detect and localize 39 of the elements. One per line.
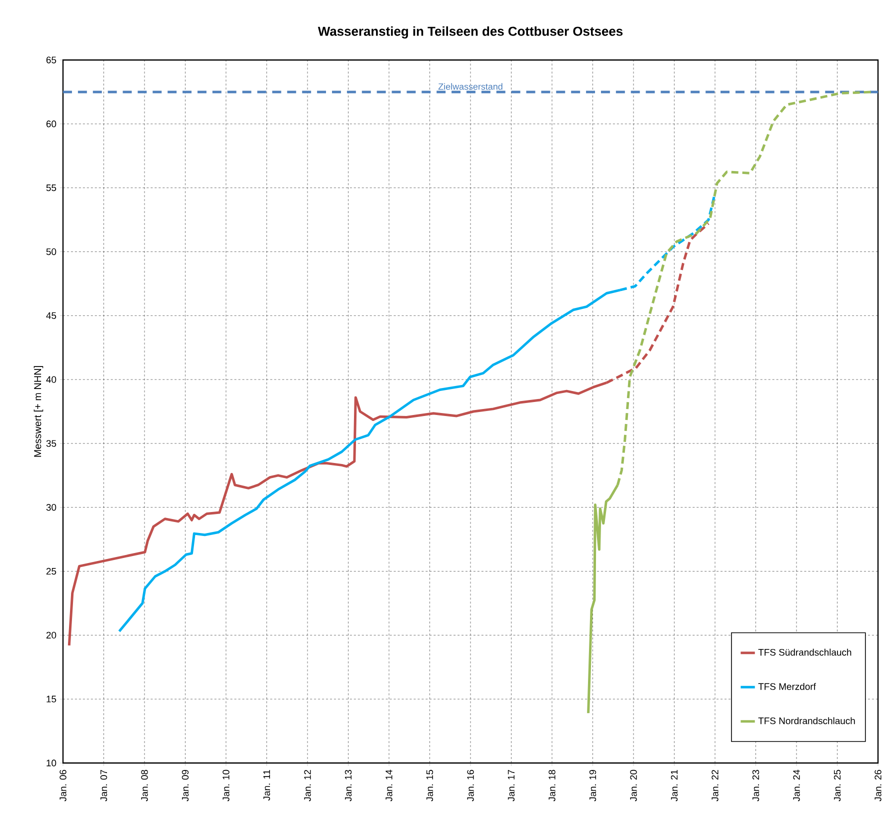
legend-label: TFS Nordrandschlauch [758, 717, 855, 724]
x-tick-label: Jan. 09 [182, 770, 189, 802]
x-tick-label: Jan. 14 [386, 770, 392, 802]
x-tick-label: Jan. 06 [60, 770, 66, 802]
ref-line-label: Zielwasserstand [438, 83, 502, 90]
y-tick-label: 15 [46, 696, 56, 702]
y-tick-label: 40 [46, 376, 56, 383]
x-tick-label: Jan. 12 [304, 770, 311, 802]
y-tick-label: 20 [46, 632, 56, 639]
x-tick-label: Jan. 23 [752, 770, 760, 802]
legend-label: TFS Südrandschlauch [758, 648, 852, 656]
x-tick-label: Jan. 10 [222, 770, 230, 802]
y-axis-title: Messwert [+ m NHN] [34, 366, 44, 457]
x-tick-label: Jan. 22 [712, 770, 718, 802]
x-tick-label: Jan. 07 [100, 770, 108, 802]
y-tick-label: 55 [46, 184, 56, 192]
legend-label: TFS Merzdorf [758, 682, 816, 690]
x-tick-label: Jan. 08 [141, 770, 148, 802]
y-tick-label: 50 [46, 248, 56, 256]
x-tick-label: Jan. 24 [793, 770, 800, 802]
x-tick-label: Jan. 11 [263, 770, 270, 801]
x-tick-label: Jan. 18 [548, 770, 556, 802]
y-tick-label: 45 [46, 312, 56, 319]
x-tick-label: Jan. 21 [670, 770, 678, 802]
chart-title: Wasseranstieg in Teilseen des Cottbuser Ostsees [318, 26, 623, 38]
x-tick-label: Jan. 25 [834, 770, 841, 802]
y-tick-label: 60 [46, 120, 56, 128]
x-tick-label: Jan. 20 [630, 770, 637, 802]
y-tick-label: 10 [46, 760, 56, 766]
y-tick-label: 35 [46, 440, 56, 447]
x-tick-label: Jan. 16 [467, 770, 474, 802]
x-tick-label: Jan. 15 [426, 770, 434, 802]
y-tick-label: 25 [46, 568, 56, 575]
y-tick-label: 30 [46, 504, 56, 511]
x-tick-label: Jan. 19 [589, 770, 596, 802]
x-tick-label: Jan. 13 [344, 770, 352, 802]
x-tick-label: Jan. 17 [508, 770, 515, 802]
y-tick-label: 65 [46, 56, 56, 64]
x-tick-label: Jan. 26 [874, 770, 882, 802]
